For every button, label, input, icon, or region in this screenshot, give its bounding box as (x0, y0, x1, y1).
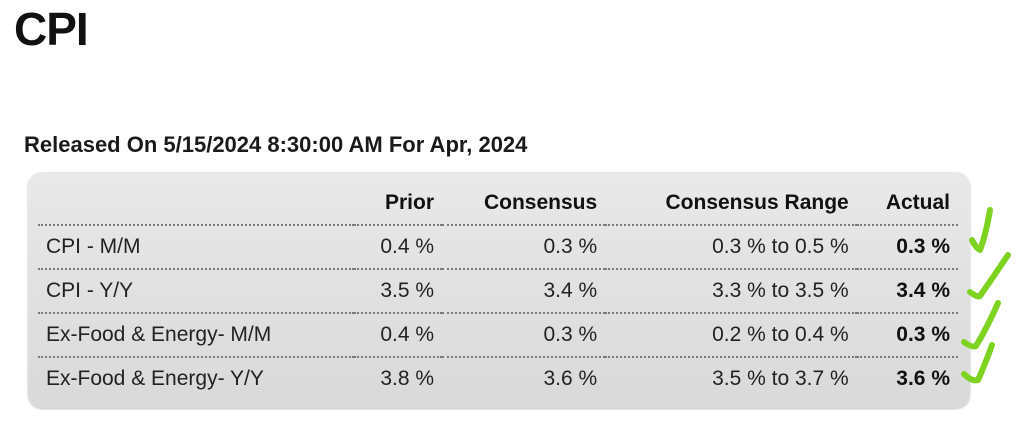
actual-value: 0.3 % (856, 313, 958, 358)
prior-value: 3.5 % (354, 269, 443, 314)
header-prior: Prior (354, 182, 443, 226)
actual-value: 3.4 % (856, 269, 958, 314)
consensus-value: 0.3 % (442, 225, 606, 270)
checkmarks-annotation (961, 207, 1011, 384)
page-title: CPI (14, 3, 89, 55)
consensus-range-value: 0.3 % to 0.5 % (605, 225, 857, 270)
row-label: CPI - Y/Y (38, 269, 354, 314)
row-label: CPI - M/M (38, 225, 354, 270)
row-label: Ex-Food & Energy- M/M (38, 313, 354, 358)
checkmark-icon (961, 342, 995, 384)
release-info: Released On 5/15/2024 8:30:00 AM For Apr… (24, 132, 528, 157)
prior-value: 0.4 % (354, 313, 443, 358)
checkmark-icon (969, 207, 993, 253)
actual-value: 3.6 % (896, 367, 950, 390)
prior-value: 0.4 % (354, 225, 443, 270)
data-panel: Prior Consensus Consensus Range Actual C… (28, 172, 970, 408)
row-label: Ex-Food & Energy- Y/Y (46, 367, 264, 390)
prior-value: 3.8 % (380, 367, 435, 390)
header-actual: Actual (856, 182, 958, 226)
table-row: CPI - M/M 0.4 % 0.3 % 0.3 % to 0.5 % 0.3… (38, 225, 958, 270)
table-row: Ex-Food & Energy- Y/Y 3.8 % 3.6 % 3.5 % … (38, 357, 958, 400)
consensus-range-value: 3.3 % to 3.5 % (605, 269, 857, 314)
checkmark-icon (961, 300, 1001, 350)
consensus-value: 0.3 % (442, 313, 606, 358)
header-consensus-range: Consensus Range (605, 182, 857, 226)
consensus-range-value: 0.2 % to 0.4 % (605, 313, 857, 358)
consensus-value: 3.4 % (442, 269, 606, 314)
consensus-range-value: 3.5 % to 3.7 % (712, 367, 849, 390)
checkmark-icon (967, 252, 1011, 300)
economic-data-table: Prior Consensus Consensus Range Actual C… (38, 182, 958, 400)
header-consensus: Consensus (442, 182, 606, 226)
consensus-value: 3.6 % (543, 367, 598, 390)
actual-value: 0.3 % (856, 225, 958, 270)
table-header-row: Prior Consensus Consensus Range Actual (38, 182, 958, 226)
table-row: Ex-Food & Energy- M/M 0.4 % 0.3 % 0.2 % … (38, 313, 958, 358)
header-label (38, 182, 354, 226)
table-row: CPI - Y/Y 3.5 % 3.4 % 3.3 % to 3.5 % 3.4… (38, 269, 958, 314)
